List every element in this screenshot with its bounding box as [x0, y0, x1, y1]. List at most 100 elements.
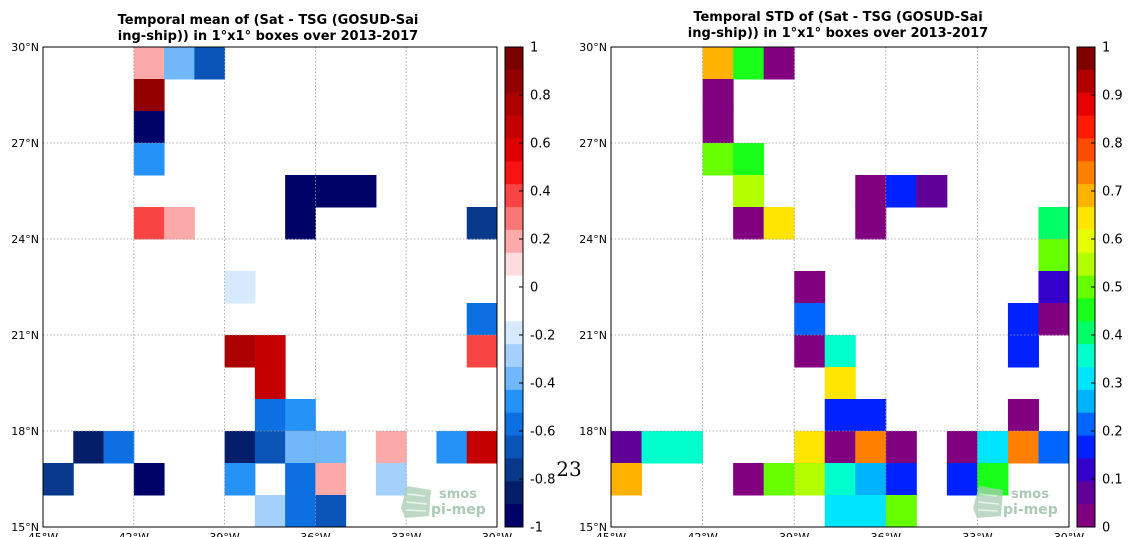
colorbar-segment: [1077, 229, 1095, 254]
plot-frame: [610, 46, 1070, 528]
colorbar-segment: [1077, 161, 1095, 185]
heatmap-cell: [285, 207, 316, 240]
heatmap-cell: [641, 431, 673, 464]
heatmap-cell: [285, 175, 316, 208]
colorbar-segment: [505, 252, 523, 276]
heatmap-cell: [855, 207, 887, 240]
heatmap-cell: [133, 47, 165, 80]
colorbar-segment: [1077, 275, 1095, 299]
colorbar-segment: [1077, 458, 1095, 482]
colorbar-segment: [1077, 481, 1095, 505]
x-tick-label: 39°W: [779, 531, 809, 537]
heatmap-cell: [133, 111, 165, 144]
colorbar-segment: [1077, 252, 1095, 276]
plot-frame: [42, 46, 498, 528]
logo-emblem-lines: [405, 493, 428, 512]
heatmap-cell: [977, 431, 1009, 464]
heatmap-cell: [224, 335, 256, 368]
heatmap-cell: [466, 335, 498, 368]
colorbar-segment: [1077, 207, 1095, 231]
colorbar-segment: [505, 115, 523, 139]
y-tick-label: 15°N: [11, 521, 39, 534]
chart-title-line: Temporal mean of (Sat - TSG (GOSUD-Sai: [118, 13, 419, 28]
logo-emblem-lines: [977, 493, 1000, 512]
chart-title-line: ing-ship)) in 1°x1° boxes over 2013-2017: [688, 26, 988, 41]
heatmap-cell: [285, 463, 316, 496]
heatmap-cell: [702, 111, 734, 144]
colorbar-segment: [505, 435, 523, 459]
colorbar-segment: [505, 69, 523, 94]
heatmap-cell: [43, 463, 74, 496]
heatmap-cell: [1007, 431, 1039, 464]
colorbar-tick-label: 1: [530, 41, 538, 56]
heatmap-cell: [824, 463, 856, 496]
colorbar-tick-label: 0.8: [530, 89, 551, 104]
colorbar-segment: [1077, 47, 1095, 71]
heatmap-cell: [466, 303, 498, 336]
heatmap-cell: [855, 495, 887, 528]
x-tick-label: 36°W: [300, 531, 330, 537]
chart-title-line: Temporal STD of (Sat - TSG (GOSUD-Sai: [693, 10, 982, 25]
colorbar-tick-label: -0.2: [530, 329, 555, 344]
colorbar-segment: [1077, 504, 1095, 528]
heatmap-cell: [1007, 399, 1039, 432]
heatmap-cell: [885, 463, 917, 496]
y-tick-label: 24°N: [11, 233, 39, 246]
heatmap-cell: [254, 495, 286, 528]
heatmap-cell: [315, 495, 347, 528]
heatmap-cell: [702, 47, 734, 80]
colorbar-segment: [505, 275, 523, 299]
heatmap-cell: [224, 431, 256, 464]
heatmap-cell: [466, 431, 498, 464]
heatmap-cell: [315, 175, 347, 208]
heatmap-cell: [1007, 335, 1039, 368]
colorbar-segment: [1077, 367, 1095, 391]
heatmap-cell: [224, 463, 256, 496]
page-number: 23: [556, 457, 581, 481]
heatmap-cell: [794, 335, 826, 368]
y-tick-label: 24°N: [579, 233, 607, 246]
heatmap-cell: [1007, 303, 1039, 336]
heatmap-cell: [611, 463, 643, 496]
colorbar-tick-label: 0: [1102, 521, 1110, 536]
heatmap-cell: [763, 463, 795, 496]
colorbar-segment: [505, 47, 523, 71]
colorbar: 1 0.9 0.8 0.7 0.6 0.5 0.4 0.3 0.2 0.1 0: [1076, 41, 1123, 536]
heatmap-cell: [733, 463, 765, 496]
x-tick-label: 30°W: [1054, 531, 1084, 537]
colorbar-segment: [505, 458, 523, 482]
heatmap-cell: [224, 271, 256, 304]
colorbar-segment: [1077, 298, 1095, 322]
heatmap-cell: [1038, 207, 1070, 240]
heatmap-cell: [733, 175, 765, 208]
colorbar-segment: [505, 504, 523, 528]
x-tick-label: 45°W: [596, 531, 626, 537]
colorbar-segment: [1077, 92, 1095, 116]
x-tick-label: 33°W: [962, 531, 992, 537]
heatmap-cell: [794, 303, 826, 336]
heatmap-cell: [885, 495, 917, 528]
colorbar-tick-label: 0.4: [530, 185, 551, 200]
heatmap-cell: [375, 463, 407, 496]
colorbar-segment: [505, 229, 523, 254]
heatmap-cell: [133, 143, 165, 176]
colorbar-tick-label: 0.8: [1102, 137, 1123, 152]
y-tick-label: 21°N: [11, 329, 39, 342]
colorbar-tick-label: 0: [530, 281, 538, 296]
heatmap-cell: [763, 47, 795, 80]
y-tick-label: 18°N: [11, 425, 39, 438]
colorbar: 1 0.8 0.6 0.4 0.2 0 -0.2 -0.4 -0.6 -0.8 -1: [504, 41, 555, 536]
heatmap-cell: [794, 271, 826, 304]
heatmap-cell: [254, 367, 286, 400]
heatmap-cell: [315, 463, 347, 496]
colorbar-tick-label: 1: [1102, 41, 1110, 56]
colorbar-segment: [505, 161, 523, 185]
heatmap-cell: [1038, 431, 1070, 464]
heatmap-cell: [763, 207, 795, 240]
heatmap-cell: [285, 399, 316, 432]
colorbar-segment: [505, 321, 523, 345]
logo-text-smos: smos: [1011, 487, 1049, 502]
y-tick-label: 30°N: [11, 41, 39, 54]
